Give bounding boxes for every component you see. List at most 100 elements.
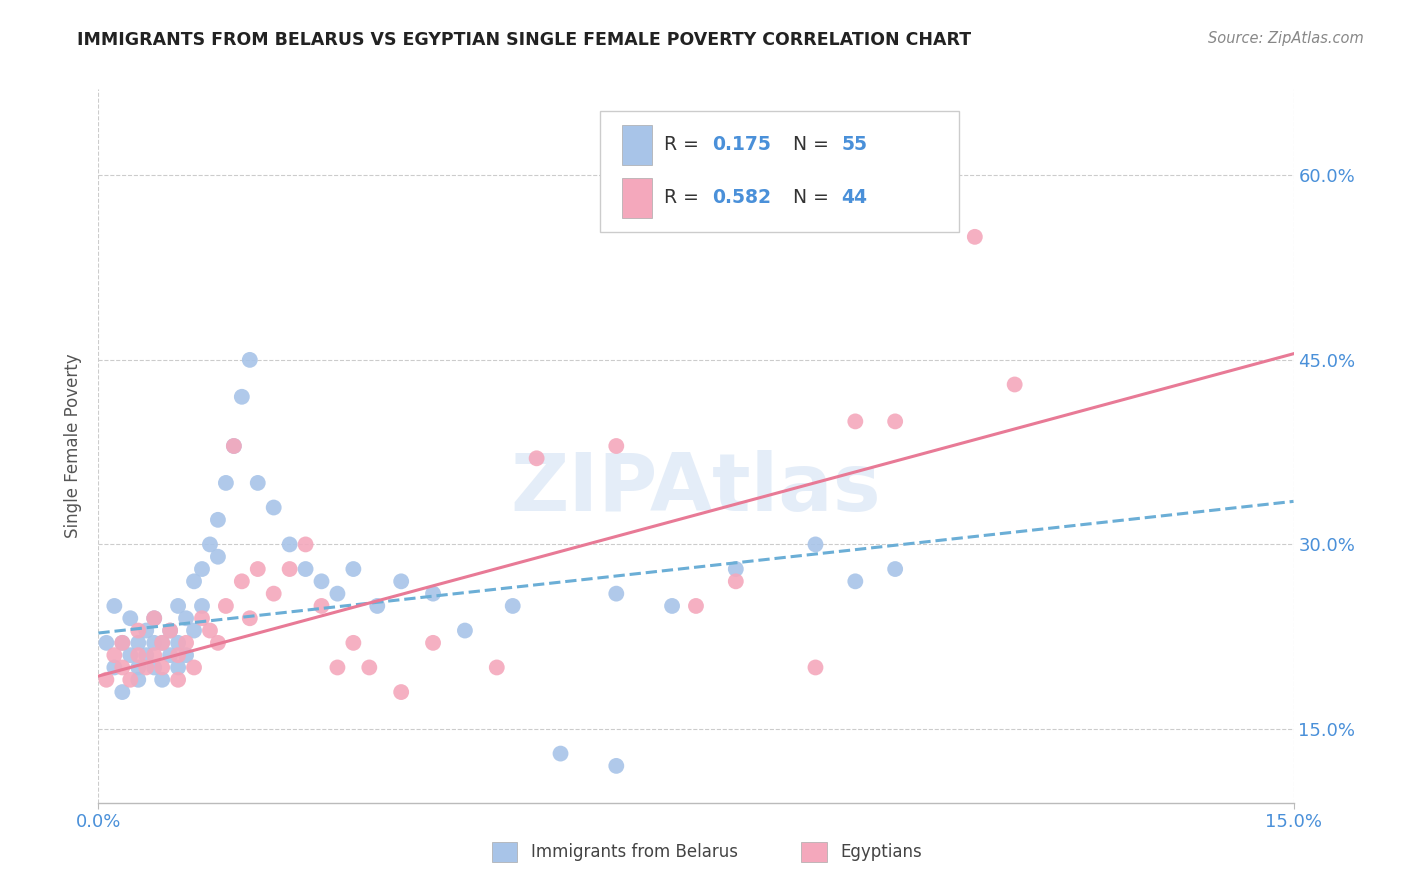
Point — [150, 673, 173, 687]
Point — [167, 660, 190, 674]
Point — [884, 562, 907, 576]
Point — [111, 660, 134, 674]
Point — [342, 636, 364, 650]
Point — [263, 587, 285, 601]
Point — [231, 574, 253, 589]
Point — [311, 574, 333, 589]
Point — [143, 611, 166, 625]
Point — [661, 599, 683, 613]
Point — [222, 439, 245, 453]
Point — [150, 636, 173, 650]
Point — [311, 599, 333, 613]
Point — [127, 673, 149, 687]
Point — [724, 562, 747, 576]
Text: IMMIGRANTS FROM BELARUS VS EGYPTIAN SINGLE FEMALE POVERTY CORRELATION CHART: IMMIGRANTS FROM BELARUS VS EGYPTIAN SING… — [77, 31, 972, 49]
Point — [120, 673, 142, 687]
Point — [174, 636, 197, 650]
Point — [389, 574, 412, 589]
Point — [605, 439, 627, 453]
Point — [804, 660, 827, 674]
Point — [103, 599, 125, 613]
Bar — [621, 178, 652, 218]
Point — [359, 660, 381, 674]
Point — [389, 685, 412, 699]
Point — [724, 574, 747, 589]
Point — [111, 636, 134, 650]
Point — [239, 611, 262, 625]
Point — [485, 660, 508, 674]
Point — [246, 475, 269, 490]
Text: 55: 55 — [841, 135, 868, 154]
Point — [246, 562, 269, 576]
Point — [191, 599, 214, 613]
Point — [239, 352, 262, 367]
Point — [120, 611, 142, 625]
Point — [159, 624, 181, 638]
Point — [207, 636, 229, 650]
Y-axis label: Single Female Poverty: Single Female Poverty — [65, 354, 83, 538]
Point — [120, 648, 142, 662]
Point — [127, 624, 149, 638]
Point — [294, 537, 316, 551]
Point — [263, 500, 285, 515]
Point — [844, 414, 866, 428]
Point — [167, 673, 190, 687]
Text: R =: R = — [664, 188, 706, 208]
Text: N =: N = — [782, 188, 835, 208]
Point — [96, 636, 118, 650]
Point — [685, 599, 707, 613]
Point — [167, 636, 190, 650]
Text: R =: R = — [664, 135, 706, 154]
Point — [198, 537, 221, 551]
Point — [167, 599, 190, 613]
Point — [183, 660, 205, 674]
Point — [143, 636, 166, 650]
Point — [215, 599, 238, 613]
Point — [502, 599, 524, 613]
Point — [526, 451, 548, 466]
Point — [174, 648, 197, 662]
Point — [605, 759, 627, 773]
Point — [326, 587, 349, 601]
Point — [191, 611, 214, 625]
Point — [150, 636, 173, 650]
Point — [191, 562, 214, 576]
Text: ZIPAtlas: ZIPAtlas — [510, 450, 882, 528]
Point — [215, 475, 238, 490]
Point — [111, 636, 134, 650]
Point — [278, 562, 301, 576]
Point — [326, 660, 349, 674]
Point — [231, 390, 253, 404]
Text: 0.175: 0.175 — [711, 135, 770, 154]
Point — [550, 747, 572, 761]
Point — [174, 611, 197, 625]
Point — [135, 660, 157, 674]
Text: 44: 44 — [841, 188, 868, 208]
Point — [159, 648, 181, 662]
Point — [127, 660, 149, 674]
Point — [222, 439, 245, 453]
FancyBboxPatch shape — [600, 111, 959, 232]
Text: 0.582: 0.582 — [711, 188, 770, 208]
Text: Source: ZipAtlas.com: Source: ZipAtlas.com — [1208, 31, 1364, 46]
Text: Immigrants from Belarus: Immigrants from Belarus — [531, 843, 738, 861]
Point — [103, 660, 125, 674]
Point — [198, 624, 221, 638]
Point — [127, 648, 149, 662]
Point — [143, 611, 166, 625]
Text: Egyptians: Egyptians — [841, 843, 922, 861]
Point — [103, 648, 125, 662]
Point — [143, 660, 166, 674]
Point — [183, 624, 205, 638]
Point — [127, 636, 149, 650]
Point — [963, 230, 986, 244]
Point — [294, 562, 316, 576]
Point — [844, 574, 866, 589]
Text: N =: N = — [782, 135, 835, 154]
Point — [605, 587, 627, 601]
Point — [143, 648, 166, 662]
Point — [150, 660, 173, 674]
Point — [278, 537, 301, 551]
Point — [96, 673, 118, 687]
Point — [884, 414, 907, 428]
